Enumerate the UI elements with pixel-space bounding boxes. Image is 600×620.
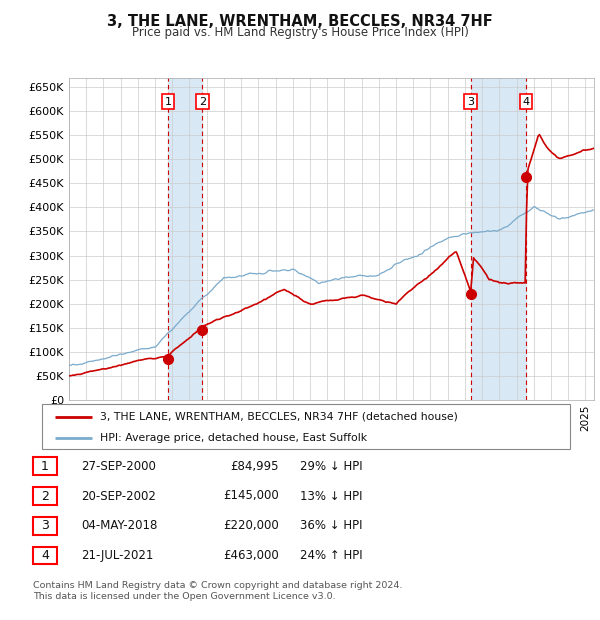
Text: £84,995: £84,995 — [230, 460, 279, 472]
Text: 24% ↑ HPI: 24% ↑ HPI — [300, 549, 362, 562]
Text: £220,000: £220,000 — [223, 520, 279, 532]
Text: 3: 3 — [41, 520, 49, 532]
FancyBboxPatch shape — [34, 547, 56, 564]
Text: 1: 1 — [41, 460, 49, 472]
FancyBboxPatch shape — [34, 517, 56, 534]
Text: This data is licensed under the Open Government Licence v3.0.: This data is licensed under the Open Gov… — [33, 592, 335, 601]
FancyBboxPatch shape — [34, 458, 56, 475]
Text: £463,000: £463,000 — [223, 549, 279, 562]
Text: 21-JUL-2021: 21-JUL-2021 — [81, 549, 154, 562]
Text: 36% ↓ HPI: 36% ↓ HPI — [300, 520, 362, 532]
Text: HPI: Average price, detached house, East Suffolk: HPI: Average price, detached house, East… — [100, 433, 367, 443]
Text: 4: 4 — [41, 549, 49, 562]
Text: 4: 4 — [523, 97, 530, 107]
Bar — [471, 78, 526, 400]
Text: Price paid vs. HM Land Registry's House Price Index (HPI): Price paid vs. HM Land Registry's House … — [131, 26, 469, 39]
FancyBboxPatch shape — [42, 404, 570, 449]
Text: 27-SEP-2000: 27-SEP-2000 — [81, 460, 156, 472]
Text: 13% ↓ HPI: 13% ↓ HPI — [300, 490, 362, 502]
Text: 3: 3 — [467, 97, 474, 107]
Text: 04-MAY-2018: 04-MAY-2018 — [81, 520, 157, 532]
Text: Contains HM Land Registry data © Crown copyright and database right 2024.: Contains HM Land Registry data © Crown c… — [33, 581, 403, 590]
Text: 20-SEP-2002: 20-SEP-2002 — [81, 490, 156, 502]
Text: 3, THE LANE, WRENTHAM, BECCLES, NR34 7HF: 3, THE LANE, WRENTHAM, BECCLES, NR34 7HF — [107, 14, 493, 29]
Text: 3, THE LANE, WRENTHAM, BECCLES, NR34 7HF (detached house): 3, THE LANE, WRENTHAM, BECCLES, NR34 7HF… — [100, 412, 458, 422]
Text: 2: 2 — [41, 490, 49, 502]
Text: 2: 2 — [199, 97, 206, 107]
Bar — [168, 78, 202, 400]
Text: 29% ↓ HPI: 29% ↓ HPI — [300, 460, 362, 472]
Text: 1: 1 — [164, 97, 172, 107]
FancyBboxPatch shape — [34, 487, 56, 505]
Text: £145,000: £145,000 — [223, 490, 279, 502]
